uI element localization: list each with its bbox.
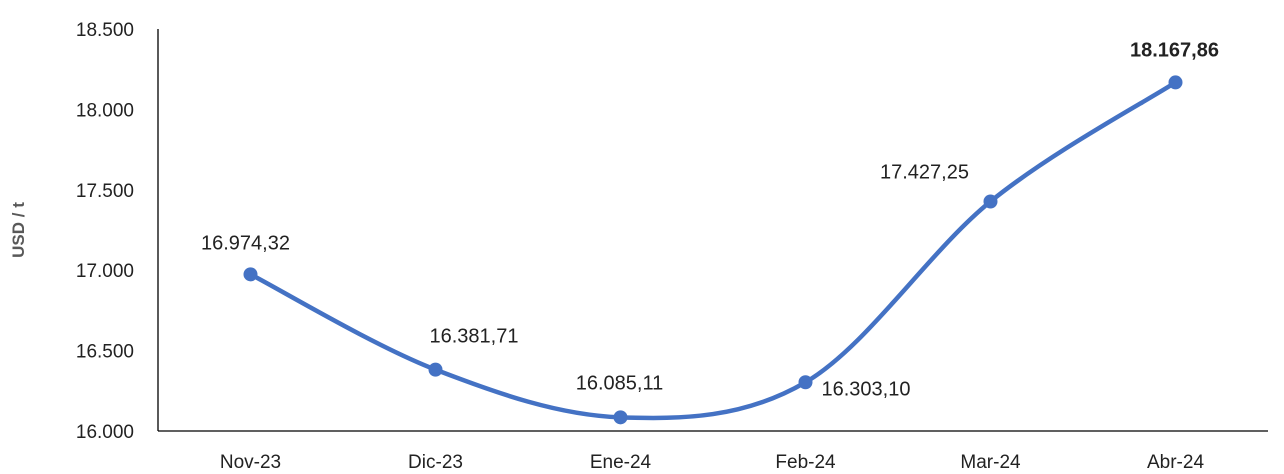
- x-tick-label: Ene-24: [590, 452, 652, 473]
- data-label: 16.381,71: [430, 326, 519, 348]
- data-labels: 16.974,32 16.381,71 16.085,11 16.303,10 17.4…: [201, 39, 1219, 400]
- y-tick-label: 16.000: [76, 422, 134, 443]
- x-tick-label: Abr-24: [1147, 452, 1204, 473]
- data-label: 16.303,10: [822, 378, 911, 400]
- data-label: 16.974,32: [201, 232, 290, 254]
- x-tick-label: Nov-23: [220, 452, 281, 473]
- series-group: [243, 75, 1183, 425]
- x-tick-label: Mar-24: [960, 452, 1021, 473]
- x-tick-label: Feb-24: [775, 452, 836, 473]
- y-axis-ticks: 16.000 16.500 17.000 17.500 18.000 18.500: [76, 20, 134, 443]
- y-tick-label: 17.500: [76, 181, 134, 202]
- data-point: [798, 375, 813, 390]
- data-point: [428, 362, 443, 377]
- data-label: 16.085,11: [576, 372, 664, 394]
- y-tick-label: 18.500: [76, 20, 134, 41]
- x-axis-ticks: Nov-23 Dic-23 Ene-24 Feb-24 Mar-24 Abr-24: [220, 452, 1205, 473]
- data-label: 18.167,86: [1130, 39, 1219, 61]
- x-tick-label: Dic-23: [408, 452, 463, 473]
- series-line: [248, 80, 1178, 421]
- y-tick-label: 18.000: [76, 100, 134, 121]
- data-label: 17.427,25: [880, 161, 969, 183]
- y-tick-label: 16.500: [76, 342, 134, 363]
- y-axis-label: USD / t: [9, 202, 28, 258]
- data-point: [243, 267, 258, 282]
- data-point: [1168, 75, 1183, 90]
- data-point: [983, 194, 998, 209]
- y-tick-label: 17.000: [76, 261, 134, 282]
- data-point: [613, 410, 628, 425]
